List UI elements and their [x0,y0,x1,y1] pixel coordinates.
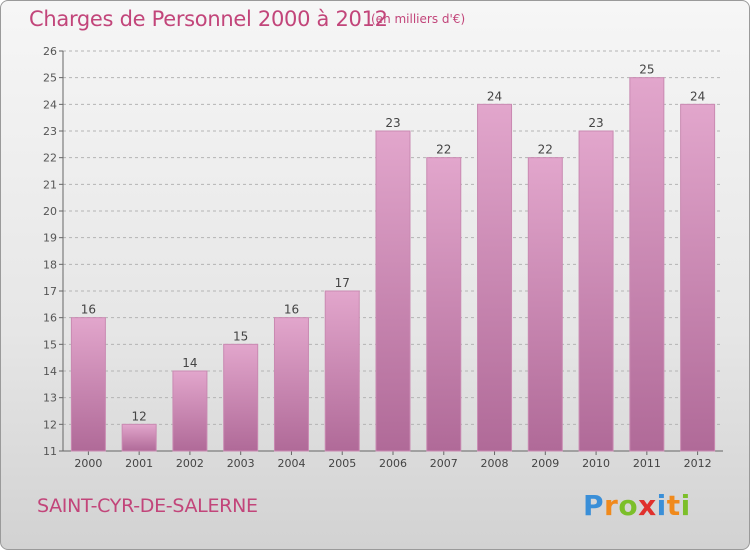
bar-2002 [172,370,208,452]
bar-2000 [70,317,106,452]
x-tick-label: 2010 [582,457,610,470]
data-label: 23 [385,116,400,130]
bar-2001 [121,423,157,452]
data-label: 22 [538,143,553,157]
bar-2007 [426,157,462,452]
x-tick-label: 2000 [74,457,102,470]
x-tick-label: 2005 [328,457,356,470]
bar-2010 [578,130,614,452]
data-label: 14 [182,356,197,370]
chart-subtitle: (en milliers d'€) [371,12,466,26]
chart-title: Charges de Personnel 2000 à 2012 [29,7,388,31]
data-label: 15 [233,329,248,343]
y-tick-label: 14 [43,365,57,378]
y-tick-label: 15 [43,338,57,351]
y-tick-label: 26 [43,45,57,58]
y-tick-label: 19 [43,232,57,245]
x-tick-label: 2008 [481,457,509,470]
x-tick-label: 2002 [176,457,204,470]
y-tick-label: 18 [43,258,57,271]
logo-letter: r [604,489,619,522]
data-label: 16 [81,303,96,317]
y-tick-label: 20 [43,205,57,218]
x-tick-label: 2012 [684,457,712,470]
logo-letter: i [680,489,691,522]
y-tick-label: 12 [43,418,57,431]
x-tick-label: 2004 [277,457,305,470]
bar-2011 [629,77,665,452]
y-tick-label: 21 [43,178,57,191]
bar-2008 [477,103,513,452]
data-label: 12 [132,409,147,423]
data-label: 16 [284,303,299,317]
data-label: 24 [690,89,705,103]
x-tick-label: 2006 [379,457,407,470]
bar-2012 [680,103,716,452]
commune-name: SAINT-CYR-DE-SALERNE [37,495,258,517]
data-label: 17 [335,276,350,290]
y-tick-label: 16 [43,312,57,325]
x-tick-label: 2001 [125,457,153,470]
y-tick-label: 13 [43,392,57,405]
x-tick-label: 2009 [531,457,559,470]
logo-letter: t [666,489,681,522]
data-labels: 16 12 14 15 16 17 23 22 24 22 23 25 24 [81,63,706,424]
x-tick-label: 2003 [227,457,255,470]
bar-2009 [527,157,563,452]
data-label: 23 [588,116,603,130]
logo-letter: o [618,489,639,522]
data-label: 24 [487,89,502,103]
y-tick-label: 17 [43,285,57,298]
y-tick-label: 22 [43,152,57,165]
bar-2006 [375,130,411,452]
proxiti-logo: Proxiti [583,489,691,522]
bar-2005 [324,290,360,452]
y-tick-label: 24 [43,98,57,111]
y-tick-label: 25 [43,72,57,85]
data-label: 22 [436,143,451,157]
x-tick-label: 2007 [430,457,458,470]
logo-letter: i [656,489,667,522]
logo-letter: x [638,489,657,522]
y-tick-label: 23 [43,125,57,138]
bars [70,77,716,452]
y-tick-label: 11 [43,445,57,458]
bar-2004 [273,317,309,452]
data-label: 25 [639,63,654,77]
x-tick-label: 2011 [633,457,661,470]
logo-letter: P [583,489,605,522]
bar-2003 [223,343,259,452]
